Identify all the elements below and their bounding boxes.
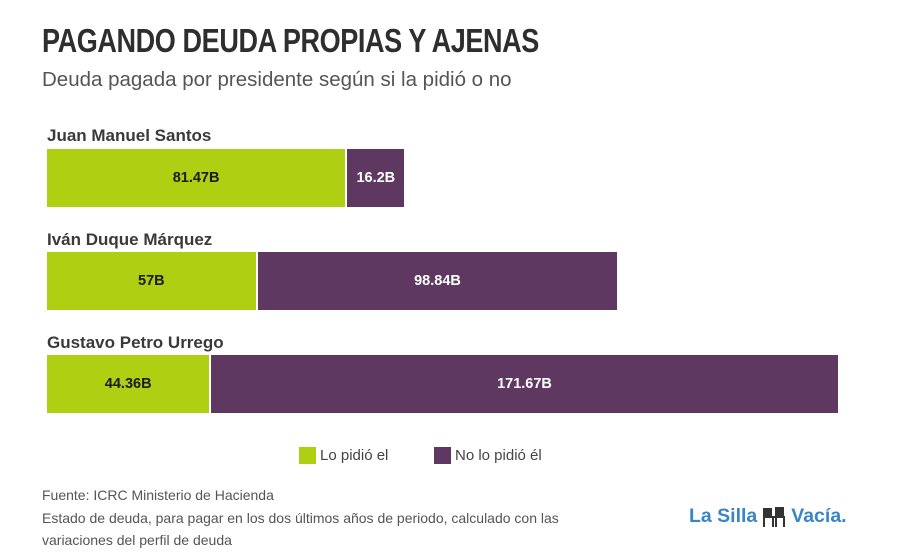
logo-text-right: Vacía. — [791, 505, 847, 527]
legend-item-no-lo-pidio: No lo pidió él — [434, 447, 542, 464]
legend-item-lo-pidio: Lo pidió el — [299, 447, 388, 464]
chart-subtitle: Deuda pagada por presidente según si la … — [42, 68, 512, 91]
bar-segment-lo-pidio: 81.47B — [47, 149, 346, 207]
bar-segment-lo-pidio: 44.36B — [47, 355, 210, 413]
president-label: Gustavo Petro Urrego — [47, 333, 224, 352]
logo-text-left: La Silla — [689, 505, 758, 527]
la-silla-vacia-logo: La Silla Vacía. — [689, 505, 847, 528]
bar-segment-no-lo-pidio: 16.2B — [345, 149, 405, 207]
chart-title: PAGANDO DEUDA PROPIAS Y AJENAS — [42, 22, 539, 59]
data-label: 44.36B — [104, 376, 152, 392]
source-text: Fuente: ICRC Ministerio de Hacienda — [42, 487, 274, 503]
data-label: 98.84B — [414, 273, 461, 289]
legend-swatch-purple — [434, 447, 451, 464]
president-label: Iván Duque Márquez — [47, 230, 213, 249]
bar-segment-no-lo-pidio: 98.84B — [255, 252, 618, 310]
legend-swatch-green — [299, 447, 316, 464]
legend-label: Lo pidió el — [320, 447, 389, 464]
data-label: 81.47B — [172, 170, 220, 186]
note-text-line1: Estado de deuda, para pagar en los dos ú… — [42, 510, 559, 526]
president-label: Juan Manuel Santos — [47, 126, 212, 145]
bar-segment-no-lo-pidio: 171.67B — [209, 355, 838, 413]
chairs-icon — [763, 506, 786, 527]
note-text-line2: variaciones del perfil de deuda — [42, 532, 232, 548]
legend-label: No lo pidió él — [455, 447, 542, 464]
data-label: 171.67B — [497, 376, 552, 392]
data-label: 57B — [138, 273, 165, 289]
bar-segment-lo-pidio: 57B — [47, 252, 256, 310]
data-label: 16.2B — [356, 170, 396, 186]
